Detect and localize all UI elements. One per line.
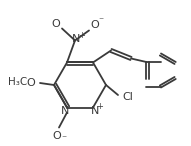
Text: N: N	[91, 106, 99, 115]
Text: H₃C: H₃C	[8, 77, 28, 87]
Text: O: O	[52, 19, 60, 29]
Text: N: N	[72, 34, 80, 45]
Text: Cl: Cl	[123, 92, 134, 102]
Text: +: +	[79, 31, 85, 40]
Text: O: O	[26, 78, 35, 88]
Text: ⁻: ⁻	[62, 134, 66, 145]
Text: +: +	[97, 102, 104, 111]
Text: ⁻: ⁻	[98, 16, 104, 26]
Text: O: O	[53, 131, 61, 140]
Text: O: O	[91, 20, 99, 31]
Text: N: N	[61, 106, 69, 115]
